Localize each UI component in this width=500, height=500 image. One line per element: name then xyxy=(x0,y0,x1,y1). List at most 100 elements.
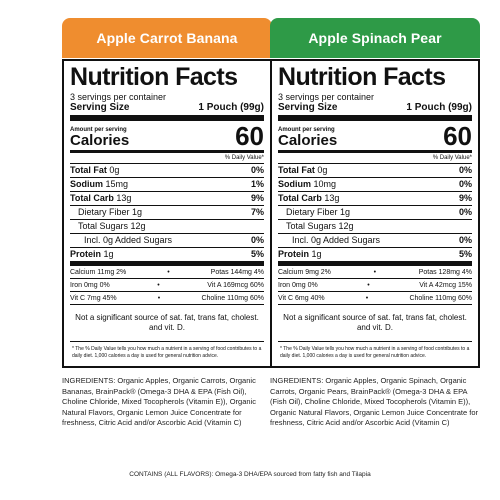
daily-value-footnote: * The % Daily Value tells you how much a… xyxy=(280,346,470,359)
minerals-row: Vit C 6mg 40% • Choline 110mg 60% xyxy=(278,292,472,305)
added-sugars-dv: 0% xyxy=(250,235,264,245)
protein-row: Protein 1g 5% xyxy=(278,248,472,266)
ingredients-right: INGREDIENTS: Organic Apples, Organic Spi… xyxy=(270,376,479,427)
calories-value: 60 xyxy=(443,121,472,151)
not-significant-note: Not a significant source of sat. fat, tr… xyxy=(278,305,472,342)
nutrition-panel-right: Apple Spinach Pear Nutrition Facts 3 ser… xyxy=(270,18,480,368)
serving-size-label: Serving Size xyxy=(278,102,338,113)
potassium-value: Potas 128mg 4% xyxy=(418,268,472,276)
added-sugars-dv: 0% xyxy=(458,235,472,245)
dietary-fiber-dv: 0% xyxy=(458,207,472,217)
sodium-row: Sodium 10mg 0% xyxy=(278,178,472,192)
total-sugars-row: Total Sugars 12g xyxy=(278,220,472,234)
contains-statement: CONTAINS (ALL FLAVORS): Omega-3 DHA/EPA … xyxy=(129,471,371,478)
choline-value: Choline 110mg 60% xyxy=(201,294,264,302)
sodium-amount: 10mg xyxy=(313,179,337,189)
protein-row: Protein 1g 5% xyxy=(70,248,264,266)
separator-dot: • xyxy=(365,294,369,302)
minerals-row: Vit C 7mg 45% • Choline 110mg 60% xyxy=(70,292,264,305)
vitamin-c-value: Vit C 7mg 45% xyxy=(70,294,117,302)
calories-value: 60 xyxy=(235,121,264,151)
protein-amount: 1g xyxy=(311,249,322,259)
amount-per-serving: Amount per serving xyxy=(278,127,335,133)
protein-dv: 5% xyxy=(458,249,472,259)
sodium-row: Sodium 15mg 1% xyxy=(70,178,264,192)
total-sugars-row: Total Sugars 12g xyxy=(70,220,264,234)
minerals-row: Calcium 11mg 2% • Potas 144mg 4% xyxy=(70,266,264,279)
ingredients-left: INGREDIENTS: Organic Apples, Organic Car… xyxy=(62,376,256,427)
potassium-value: Potas 144mg 4% xyxy=(210,268,264,276)
total-fat-amount: 0g xyxy=(109,165,120,175)
total-fat-row: Total Fat 0g 0% xyxy=(70,164,264,178)
calories-row: Amount per serving Calories 60 xyxy=(70,121,264,153)
servings-per-container: 3 servings per container xyxy=(70,92,167,102)
sodium-label: Sodium xyxy=(278,179,311,189)
added-sugars-row: Incl. 0g Added Sugars 0% xyxy=(70,234,264,248)
flavor-header: Apple Carrot Banana xyxy=(62,18,272,58)
amount-per-serving: Amount per serving xyxy=(70,127,127,133)
nutrition-label: Nutrition Facts 3 servings per container… xyxy=(270,59,480,368)
iron-value: Iron 0mg 0% xyxy=(278,281,318,289)
separator-dot: • xyxy=(373,268,377,276)
choline-value: Choline 110mg 60% xyxy=(409,294,472,302)
vitamin-c-value: Vit C 6mg 40% xyxy=(278,294,325,302)
added-sugars-label: Incl. 0g Added Sugars xyxy=(84,235,173,245)
nutrition-facts-title: Nutrition Facts xyxy=(278,63,446,91)
flavor-header: Apple Spinach Pear xyxy=(270,18,480,58)
total-carb-dv: 9% xyxy=(458,193,472,203)
total-fat-row: Total Fat 0g 0% xyxy=(278,164,472,178)
sodium-dv: 1% xyxy=(250,179,264,189)
added-sugars-row: Incl. 0g Added Sugars 0% xyxy=(278,234,472,248)
minerals-block: Calcium 9mg 2% • Potas 128mg 4% Iron 0mg… xyxy=(278,266,472,305)
total-fat-dv: 0% xyxy=(250,165,264,175)
serving-size-row: Serving Size 1 Pouch (99g) xyxy=(70,102,264,121)
nutrition-label: Nutrition Facts 3 servings per container… xyxy=(62,59,272,368)
daily-value-header: % Daily Value* xyxy=(70,153,264,164)
total-carb-label: Total Carb xyxy=(70,193,114,203)
total-fat-label: Total Fat xyxy=(70,165,107,175)
total-carb-row: Total Carb 13g 9% xyxy=(278,192,472,206)
total-fat-amount: 0g xyxy=(317,165,328,175)
dietary-fiber-row: Dietary Fiber 1g 7% xyxy=(70,206,264,220)
total-carb-amount: 13g xyxy=(324,193,340,203)
not-significant-note: Not a significant source of sat. fat, tr… xyxy=(70,305,264,342)
iron-value: Iron 0mg 0% xyxy=(70,281,110,289)
total-carb-label: Total Carb xyxy=(278,193,322,203)
protein-dv: 5% xyxy=(250,249,264,259)
dietary-fiber-dv: 7% xyxy=(250,207,264,217)
separator-dot: • xyxy=(367,281,370,289)
added-sugars-label: Incl. 0g Added Sugars xyxy=(292,235,381,245)
total-carb-row: Total Carb 13g 9% xyxy=(70,192,264,206)
dietary-fiber-row: Dietary Fiber 1g 0% xyxy=(278,206,472,220)
protein-amount: 1g xyxy=(103,249,114,259)
sodium-label: Sodium xyxy=(70,179,103,189)
protein-label: Protein xyxy=(70,249,102,259)
calcium-value: Calcium 9mg 2% xyxy=(278,268,331,276)
calcium-value: Calcium 11mg 2% xyxy=(70,268,127,276)
calories-row: Amount per serving Calories 60 xyxy=(278,121,472,153)
serving-size-value: 1 Pouch (99g) xyxy=(406,102,472,113)
vitamin-a-value: Vit A 42mcg 15% xyxy=(419,281,472,289)
minerals-block: Calcium 11mg 2% • Potas 144mg 4% Iron 0m… xyxy=(70,266,264,305)
serving-size-row: Serving Size 1 Pouch (99g) xyxy=(278,102,472,121)
calories-label: Calories xyxy=(278,132,338,149)
serving-size-value: 1 Pouch (99g) xyxy=(198,102,264,113)
separator-dot: • xyxy=(167,268,170,276)
sodium-amount: 15mg xyxy=(105,179,129,189)
separator-dot: • xyxy=(157,294,161,302)
total-sugars-label: Total Sugars 12g xyxy=(286,221,354,231)
total-carb-amount: 13g xyxy=(116,193,132,203)
total-carb-dv: 9% xyxy=(250,193,264,203)
serving-size-label: Serving Size xyxy=(70,102,130,113)
minerals-row: Iron 0mg 0% • Vit A 42mcg 15% xyxy=(278,279,472,292)
minerals-row: Iron 0mg 0% • Vit A 169mcg 60% xyxy=(70,279,264,292)
daily-value-footnote: * The % Daily Value tells you how much a… xyxy=(72,346,262,359)
separator-dot: • xyxy=(157,281,160,289)
total-sugars-label: Total Sugars 12g xyxy=(78,221,146,231)
total-fat-label: Total Fat xyxy=(278,165,315,175)
nutrition-panel-left: Apple Carrot Banana Nutrition Facts 3 se… xyxy=(62,18,272,368)
dietary-fiber-label: Dietary Fiber 1g xyxy=(286,207,351,217)
nutrition-facts-title: Nutrition Facts xyxy=(70,63,238,91)
protein-label: Protein xyxy=(278,249,310,259)
sodium-dv: 0% xyxy=(458,179,472,189)
